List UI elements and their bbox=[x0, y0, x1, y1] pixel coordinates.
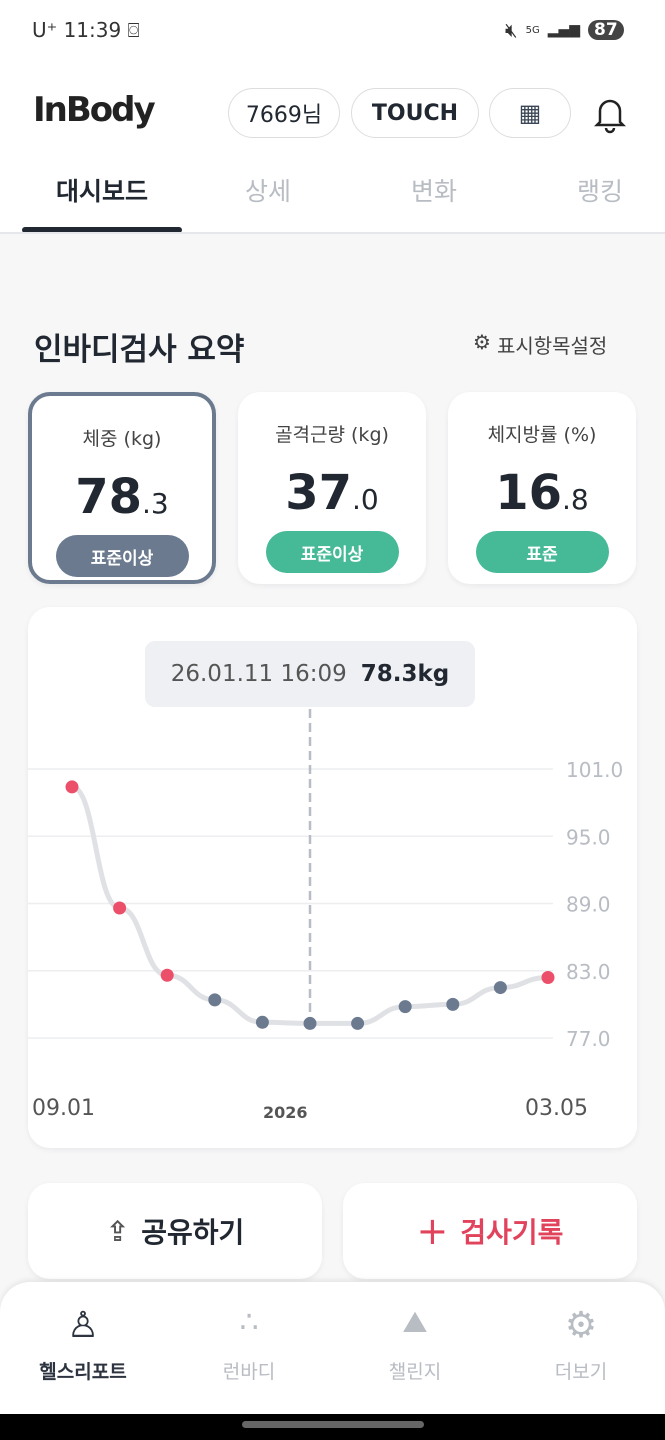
home-handle[interactable] bbox=[241, 1421, 424, 1428]
status-badge: 표준 bbox=[475, 531, 609, 573]
battery-icon: 87 bbox=[588, 20, 624, 40]
divider bbox=[0, 232, 665, 234]
metric-label: 체중 (kg) bbox=[82, 428, 162, 450]
tab-detail[interactable]: 상세 bbox=[244, 177, 291, 206]
weight-chart[interactable]: 101.0 95.0 89.0 83.0 77.0 09.01 2026 03.05 bbox=[28, 607, 637, 1148]
plus-icon: + bbox=[416, 1209, 449, 1253]
chart-card: 101.0 95.0 89.0 83.0 77.0 09.01 2026 03.05 26.0… bbox=[28, 607, 637, 1148]
tab-change[interactable]: 변화 bbox=[410, 177, 457, 206]
data-point[interactable] bbox=[493, 981, 507, 995]
data-point[interactable] bbox=[398, 1000, 412, 1014]
status-badge: 표준이상 bbox=[265, 531, 399, 573]
metric-value: 16.8 bbox=[495, 465, 589, 521]
x-label-year: 2026 bbox=[263, 1103, 308, 1122]
tab-indicator bbox=[22, 227, 182, 233]
add-record-button[interactable]: + 검사기록 bbox=[343, 1183, 637, 1279]
status-badge: 표준이상 bbox=[55, 535, 189, 577]
chart-tooltip: 26.01.11 16:09 78.3kg bbox=[145, 641, 475, 707]
bottom-nav bbox=[0, 1282, 665, 1414]
data-point[interactable] bbox=[113, 901, 127, 915]
qr-icon: ▦ bbox=[518, 99, 542, 127]
inbody-logo: InBody bbox=[33, 90, 156, 130]
nav-runbody[interactable]: ∴ 런바디 bbox=[184, 1305, 314, 1384]
mute-icon: 🔇︎ bbox=[505, 18, 518, 42]
share-button[interactable]: ⇪ 공유하기 bbox=[28, 1183, 322, 1279]
bell-icon bbox=[593, 99, 627, 134]
user-button[interactable]: 7669님 bbox=[228, 88, 340, 138]
x-label-end: 03.05 bbox=[525, 1096, 588, 1121]
y-tick-label: 89.0 bbox=[566, 893, 611, 917]
data-point[interactable] bbox=[446, 997, 460, 1011]
summary-title: 인바디검사 요약 bbox=[34, 332, 245, 368]
gear-icon: ⚙ bbox=[564, 1305, 598, 1346]
metric-label: 체지방률 (%) bbox=[487, 424, 597, 446]
metric-value: 78.3 bbox=[75, 469, 169, 525]
y-tick-label: 77.0 bbox=[566, 1027, 611, 1051]
metric-label: 골격근량 (kg) bbox=[275, 424, 389, 446]
y-tick-label: 95.0 bbox=[566, 825, 611, 849]
nav-challenge[interactable]: ⛰ 챌린지 bbox=[350, 1305, 480, 1384]
x-label-start: 09.01 bbox=[32, 1096, 95, 1121]
metric-card[interactable]: 골격근량 (kg) 37.0 표준이상 bbox=[238, 392, 426, 584]
gear-icon: ⚙ bbox=[473, 330, 491, 354]
metric-card[interactable]: 체지방률 (%) 16.8 표준 bbox=[448, 392, 636, 584]
group-icon: ∴ bbox=[239, 1305, 259, 1340]
metric-value: 37.0 bbox=[285, 465, 379, 521]
share-icon: ⇪ bbox=[105, 1214, 130, 1248]
data-point[interactable] bbox=[541, 970, 555, 984]
series-line bbox=[71, 784, 549, 1026]
data-point[interactable] bbox=[303, 1016, 317, 1030]
y-tick-label: 101.0 bbox=[566, 758, 623, 782]
tab-dashboard[interactable]: 대시보드 bbox=[55, 177, 148, 206]
nav-health-report[interactable]: ♙ 헬스리포트 bbox=[18, 1305, 148, 1384]
data-point[interactable] bbox=[65, 780, 79, 794]
data-point[interactable] bbox=[351, 1016, 365, 1030]
mountain-flag-icon: ⛰ bbox=[402, 1305, 428, 1340]
display-settings-button[interactable]: ⚙ 표시항목설정 bbox=[473, 330, 608, 358]
nav-more[interactable]: ⚙ 더보기 bbox=[516, 1305, 646, 1384]
network-icon: 5G bbox=[525, 24, 540, 36]
screenshot-icon: ⌼ bbox=[127, 18, 140, 42]
bell-button[interactable] bbox=[592, 94, 628, 138]
data-point[interactable] bbox=[160, 968, 174, 982]
system-nav-bar bbox=[0, 1414, 665, 1440]
tab-ranking[interactable]: 랭킹 bbox=[576, 177, 623, 206]
data-point[interactable] bbox=[255, 1015, 269, 1029]
qr-button[interactable]: ▦ bbox=[489, 88, 571, 138]
status-left: U⁺ 11:39 ⌼ bbox=[32, 18, 140, 42]
touch-button[interactable]: TOUCH bbox=[351, 88, 479, 138]
signal-icon: ▂▄▆ bbox=[547, 22, 581, 38]
body-icon: ♙ bbox=[66, 1305, 100, 1346]
clock: 11:39 bbox=[63, 18, 122, 42]
status-right: 🔇︎ 5G ▂▄▆ 87 bbox=[505, 18, 624, 42]
y-tick-label: 83.0 bbox=[566, 960, 611, 984]
metric-card[interactable]: 체중 (kg) 78.3 표준이상 bbox=[28, 392, 216, 584]
data-point[interactable] bbox=[208, 993, 222, 1007]
